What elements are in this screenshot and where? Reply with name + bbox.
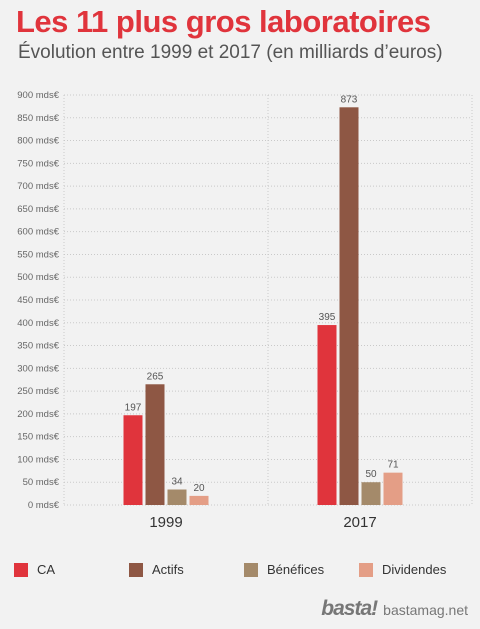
bar	[189, 495, 209, 505]
data-label: 197	[125, 402, 142, 413]
data-label: 265	[147, 371, 164, 382]
bar	[383, 472, 403, 505]
legend: CA Actifs Bénéfices Dividendes	[14, 562, 474, 582]
legend-label: Bénéfices	[267, 562, 325, 577]
bar	[167, 489, 187, 505]
x-tick-label: 2017	[343, 514, 376, 531]
brand: basta! bastamag.net	[321, 597, 468, 621]
bar	[361, 482, 381, 505]
y-tick-label: 200 mds€	[17, 409, 59, 420]
brand-site: bastamag.net	[383, 602, 468, 618]
chart-title: Les 11 plus gros laboratoires	[16, 4, 431, 39]
legend-item: Dividendes	[359, 562, 446, 577]
y-tick-label: 900 mds€	[17, 90, 59, 101]
legend-label: Actifs	[152, 562, 184, 577]
x-tick-label: 1999	[149, 514, 182, 531]
y-tick-label: 650 mds€	[17, 204, 59, 215]
y-tick-label: 400 mds€	[17, 318, 59, 329]
y-tick-label: 850 mds€	[17, 113, 59, 124]
y-tick-label: 300 mds€	[17, 363, 59, 374]
legend-swatch	[14, 562, 28, 577]
data-label: 50	[365, 469, 377, 480]
y-tick-label: 50 mds€	[23, 477, 60, 488]
y-tick-label: 800 mds€	[17, 136, 59, 147]
bar	[123, 415, 143, 505]
bar	[145, 384, 165, 505]
y-tick-label: 100 mds€	[17, 454, 59, 465]
data-label: 20	[193, 483, 205, 494]
bar	[339, 107, 359, 506]
legend-label: Dividendes	[382, 562, 447, 577]
brand-logo: basta!	[321, 597, 378, 620]
y-tick-label: 250 mds€	[17, 386, 59, 397]
y-tick-label: 500 mds€	[17, 272, 59, 283]
legend-swatch	[244, 562, 258, 577]
y-tick-label: 150 mds€	[17, 432, 59, 443]
data-label: 34	[171, 477, 183, 488]
y-tick-label: 700 mds€	[17, 181, 59, 192]
bar	[317, 325, 337, 505]
legend-label: CA	[37, 562, 56, 577]
y-tick-label: 600 mds€	[17, 227, 59, 238]
y-tick-label: 750 mds€	[17, 158, 59, 169]
legend-swatch	[129, 562, 143, 577]
chart-subtitle: Évolution entre 1999 et 2017 (en milliar…	[18, 42, 443, 63]
data-label: 395	[319, 312, 336, 323]
y-tick-label: 550 mds€	[17, 249, 59, 260]
data-label: 873	[341, 94, 358, 105]
y-tick-label: 0 mds€	[28, 500, 60, 511]
y-tick-label: 450 mds€	[17, 295, 59, 306]
legend-swatch	[359, 562, 373, 577]
data-label: 71	[387, 460, 399, 471]
legend-item: CA	[14, 562, 55, 577]
legend-item: Bénéfices	[244, 562, 324, 577]
y-tick-label: 350 mds€	[17, 341, 59, 352]
legend-item: Actifs	[129, 562, 184, 577]
